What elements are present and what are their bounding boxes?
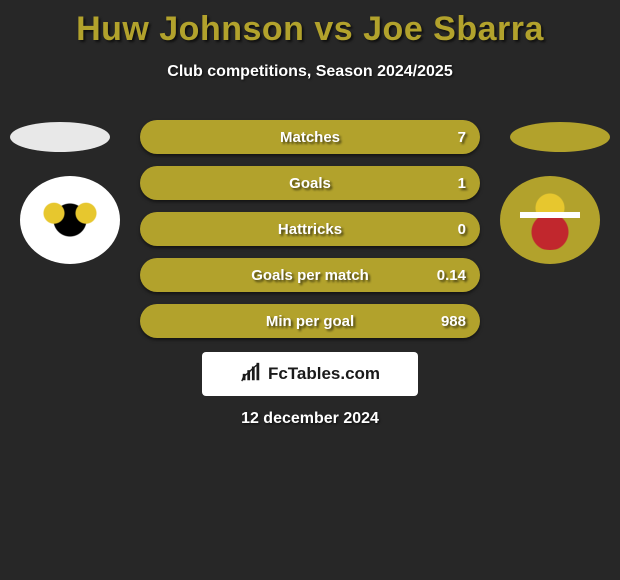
stat-row-value: 1 [458, 166, 466, 200]
stat-row: Matches 7 [140, 120, 480, 154]
chart-bars-icon [240, 361, 262, 388]
stat-row-label: Goals per match [140, 258, 480, 292]
page-title: Huw Johnson vs Joe Sbarra [0, 0, 620, 49]
page-subtitle: Club competitions, Season 2024/2025 [0, 63, 620, 81]
club-crest-right [500, 176, 600, 264]
stat-row: Hattricks 0 [140, 212, 480, 246]
stat-row-label: Hattricks [140, 212, 480, 246]
stat-row: Min per goal 988 [140, 304, 480, 338]
stat-row-label: Min per goal [140, 304, 480, 338]
brand-text: FcTables.com [268, 364, 380, 384]
stat-row-label: Goals [140, 166, 480, 200]
stat-row-value: 0 [458, 212, 466, 246]
stat-row: Goals per match 0.14 [140, 258, 480, 292]
brand-box: FcTables.com [202, 352, 418, 396]
club-crest-left [20, 176, 120, 264]
date-text: 12 december 2024 [0, 410, 620, 428]
player-left-ellipse [10, 122, 110, 152]
stat-row-value: 0.14 [437, 258, 466, 292]
stat-row: Goals 1 [140, 166, 480, 200]
player-right-ellipse [510, 122, 610, 152]
stat-row-value: 7 [458, 120, 466, 154]
stat-row-value: 988 [441, 304, 466, 338]
infographic-root: Huw Johnson vs Joe Sbarra Club competiti… [0, 0, 620, 580]
stat-rows: Matches 7 Goals 1 Hattricks 0 Goals per … [140, 120, 480, 350]
stat-row-label: Matches [140, 120, 480, 154]
